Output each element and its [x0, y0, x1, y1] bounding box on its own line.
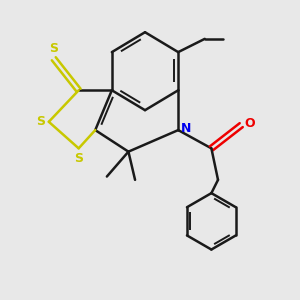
Text: S: S	[36, 115, 45, 128]
Text: S: S	[49, 42, 58, 56]
Text: S: S	[74, 152, 83, 165]
Text: N: N	[181, 122, 191, 135]
Text: O: O	[244, 117, 255, 130]
